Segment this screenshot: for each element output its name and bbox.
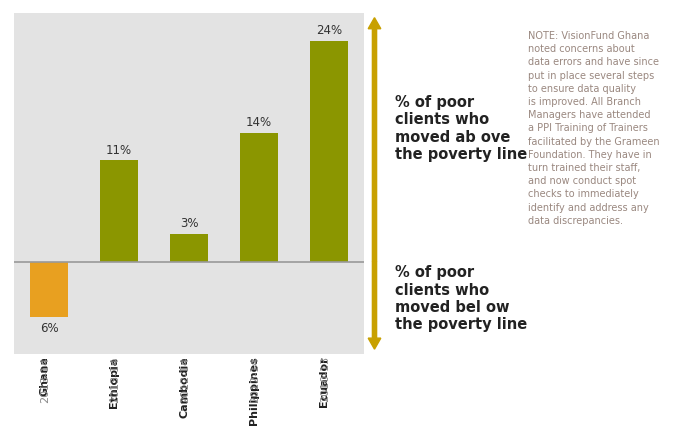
Text: 2012-14: 2012-14 — [169, 356, 190, 403]
Text: 14%: 14% — [246, 116, 272, 129]
Bar — [29, 262, 69, 317]
Text: 24%: 24% — [316, 24, 342, 37]
Text: 2010-13: 2010-13 — [309, 356, 330, 403]
Text: Philippines: Philippines — [249, 356, 259, 425]
Bar — [169, 234, 209, 262]
Text: Ethiopia: Ethiopia — [109, 356, 119, 408]
Text: NOTE: VisionFund Ghana
noted concerns about
data errors and have since
put in pl: NOTE: VisionFund Ghana noted concerns ab… — [528, 31, 660, 226]
Text: 2012-14: 2012-14 — [239, 356, 260, 403]
Text: Ecuador: Ecuador — [319, 356, 329, 407]
Text: 11%: 11% — [106, 144, 132, 157]
Text: 2013-14: 2013-14 — [99, 356, 120, 403]
Bar — [309, 41, 349, 262]
Text: 6%: 6% — [40, 322, 58, 335]
Text: % of poor
clients who
moved ab ove
the poverty line: % of poor clients who moved ab ove the p… — [395, 95, 528, 162]
Text: % of poor
clients who
moved bel ow
the poverty line: % of poor clients who moved bel ow the p… — [395, 265, 528, 332]
Bar — [99, 160, 139, 262]
Text: 2013-14: 2013-14 — [29, 356, 50, 403]
Text: 3%: 3% — [180, 217, 198, 230]
Text: Cambodia: Cambodia — [179, 356, 189, 418]
Bar — [239, 133, 279, 262]
Text: Ghana: Ghana — [39, 356, 49, 396]
